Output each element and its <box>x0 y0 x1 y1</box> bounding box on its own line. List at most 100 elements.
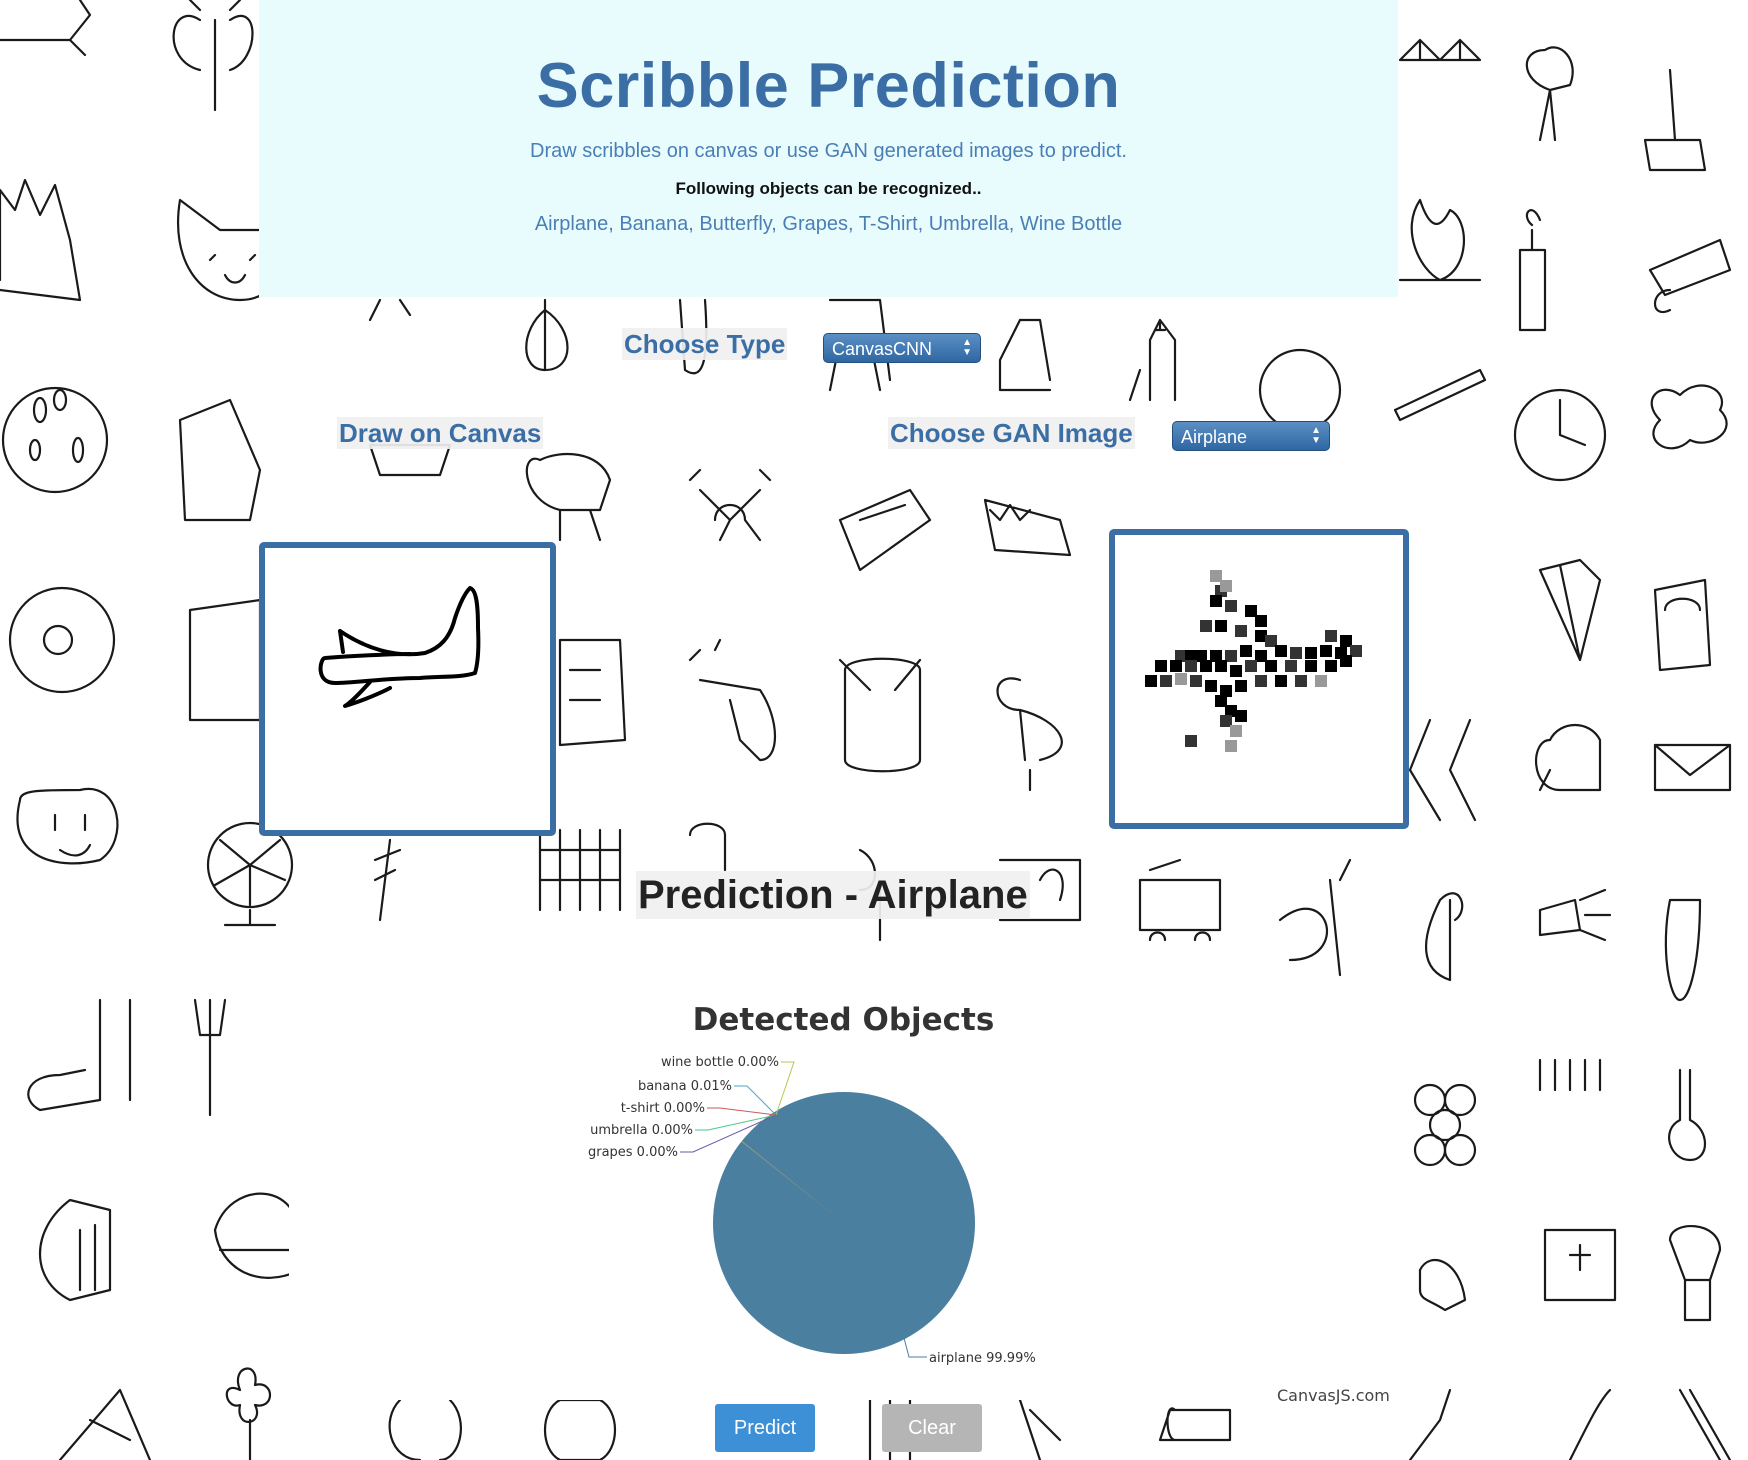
gan-pixel <box>1235 625 1247 637</box>
pie-slice-wine-bottle[interactable] <box>741 1141 844 1223</box>
pie-chart: airplane 99.99% wine bottle 0.00% banana 0… <box>588 1055 1036 1366</box>
gan-pixel <box>1185 660 1197 672</box>
prediction-result: Prediction - Airplane <box>636 871 1030 919</box>
gan-pixel <box>1175 650 1187 662</box>
gan-pixel <box>1215 660 1227 672</box>
gan-pixel <box>1175 673 1187 685</box>
gan-pixel <box>1190 675 1202 687</box>
gan-pixel <box>1210 595 1222 607</box>
gan-pixel <box>1340 655 1352 667</box>
pie-label-airplane: airplane 99.99% <box>929 1351 1036 1366</box>
detected-objects-chart: airplane 99.99% wine bottle 0.00% banana 0… <box>289 990 1398 1400</box>
gan-pixel <box>1235 710 1247 722</box>
gan-pixel <box>1200 660 1212 672</box>
gan-pixel <box>1225 600 1237 612</box>
pie-slice-banana[interactable] <box>741 1140 844 1223</box>
gan-pixel <box>1245 660 1257 672</box>
choose-type-label: Choose Type <box>622 328 788 360</box>
choose-gan-image-label: Choose GAN Image <box>888 417 1135 449</box>
gan-pixel <box>1340 635 1352 647</box>
gan-pixel <box>1210 650 1222 662</box>
gan-pixel <box>1160 675 1172 687</box>
page-title: Scribble Prediction <box>536 51 1121 121</box>
pie-slice-grapes[interactable] <box>742 1140 844 1223</box>
gan-pixel <box>1285 660 1297 672</box>
gan-pixel <box>1290 647 1302 659</box>
pie-label-line <box>734 1085 777 1116</box>
pie-label-line <box>775 1061 795 1116</box>
clear-button[interactable]: Clear <box>882 1404 982 1452</box>
gan-pixel <box>1235 680 1247 692</box>
gan-generated-airplane-image <box>1145 570 1362 752</box>
predict-button[interactable]: Predict <box>715 1404 815 1452</box>
header-panel: Scribble Prediction Draw scribbles on ca… <box>259 0 1398 297</box>
gan-pixel <box>1275 645 1287 657</box>
gan-pixel <box>1225 740 1237 752</box>
pie-slice-t-shirt[interactable] <box>741 1140 844 1223</box>
doodle <box>0 178 82 302</box>
gan-pixel <box>1220 580 1232 592</box>
gan-pixel <box>1240 645 1252 657</box>
gan-pixel <box>1145 675 1157 687</box>
pie-label-line <box>707 1107 777 1116</box>
gan-pixel <box>1170 660 1182 672</box>
gan-pixel <box>1155 660 1167 672</box>
gan-pixel <box>1320 645 1332 657</box>
gan-pixel <box>1205 680 1217 692</box>
pie-slice-umbrella[interactable] <box>742 1140 844 1223</box>
gan-pixel <box>1255 630 1267 642</box>
gan-pixel <box>1265 635 1277 647</box>
gan-image-select[interactable]: Airplane ▲ ▼ <box>1172 421 1330 451</box>
chart-title: Detected Objects <box>692 1002 995 1038</box>
canvasjs-credit-link[interactable]: CanvasJS.com <box>1277 1386 1390 1405</box>
gan-pixel <box>1210 570 1222 582</box>
gan-pixel <box>1325 630 1337 642</box>
gan-pixel <box>1225 705 1237 717</box>
type-select[interactable]: CanvasCNN ▲ ▼ <box>823 333 981 363</box>
gan-pixel <box>1315 675 1327 687</box>
page-subtitle: Draw scribbles on canvas or use GAN gene… <box>530 140 1127 162</box>
gan-image-canvas <box>1109 529 1409 829</box>
pie-label-t-shirt: t-shirt 0.00% <box>621 1101 705 1116</box>
gan-pixel <box>1220 685 1232 697</box>
recognized-objects-note: Following objects can be recognized.. <box>675 179 982 198</box>
gan-pixel <box>1265 660 1277 672</box>
gan-pixel <box>1215 695 1227 707</box>
gan-pixel <box>1215 620 1227 632</box>
gan-select-value: Airplane <box>1181 427 1248 447</box>
pie-label-line <box>695 1114 777 1131</box>
gan-pixel <box>1325 660 1337 672</box>
gan-pixel <box>1200 620 1212 632</box>
gan-pixel <box>1255 615 1267 627</box>
gan-pixel <box>1245 605 1257 617</box>
gan-pixel <box>1230 665 1242 677</box>
gan-pixel <box>1305 660 1317 672</box>
gan-pixel <box>1350 645 1362 657</box>
recognized-objects-list: Airplane, Banana, Butterfly, Grapes, T-S… <box>534 213 1123 235</box>
pie-label-line <box>903 1337 927 1358</box>
gan-pixel <box>1255 675 1267 687</box>
gan-pixel <box>1255 650 1267 662</box>
pie-label-banana: banana 0.01% <box>638 1079 732 1094</box>
select-arrows-icon: ▲ ▼ <box>1311 425 1321 446</box>
pie-label-line <box>680 1114 777 1153</box>
pie-label-umbrella: umbrella 0.00% <box>590 1123 693 1138</box>
gan-pixel <box>1305 647 1317 659</box>
select-arrows-icon: ▲ ▼ <box>962 337 972 358</box>
scribble-airplane-drawing <box>318 586 481 708</box>
draw-on-canvas-label: Draw on Canvas <box>337 417 544 449</box>
doodle <box>1 386 109 494</box>
doodle <box>0 0 92 57</box>
gan-pixel <box>1225 650 1237 662</box>
pie-label-wine-bottle: wine bottle 0.00% <box>661 1055 779 1070</box>
type-select-value: CanvasCNN <box>832 339 933 359</box>
doodle <box>172 0 254 112</box>
gan-pixel <box>1185 650 1197 662</box>
gan-pixel <box>1230 725 1242 737</box>
pie-label-grapes: grapes 0.00% <box>588 1145 678 1160</box>
gan-pixel <box>1185 735 1197 747</box>
gan-pixel <box>1295 675 1307 687</box>
gan-pixel <box>1220 715 1232 727</box>
drawing-canvas[interactable] <box>259 542 556 836</box>
